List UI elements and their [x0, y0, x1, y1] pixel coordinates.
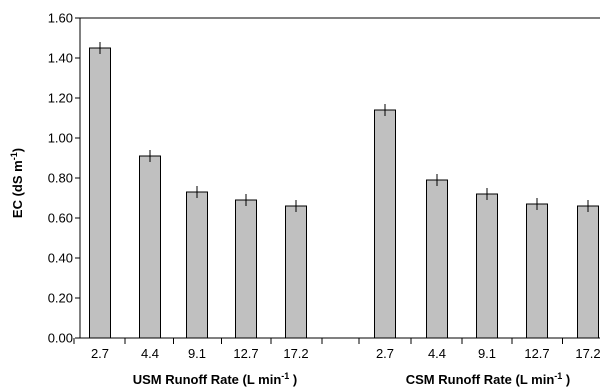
usm-bar — [139, 155, 161, 339]
csm-x-tick-label: 4.4 — [428, 346, 446, 361]
csm-x-tick-label: 17.2 — [575, 346, 600, 361]
usm-x-tick-label: 2.7 — [91, 346, 109, 361]
usm-x-tick-label: 4.4 — [141, 346, 159, 361]
y-tick-label: 0.60 — [48, 211, 73, 226]
usm-bar — [235, 199, 257, 339]
usm-bar — [285, 205, 307, 339]
usm-x-axis-title: USM Runoff Rate (L min-1 ) — [133, 371, 298, 387]
csm-x-axis-title-superscript: -1 — [554, 371, 562, 381]
y-tick-label: 0.20 — [48, 291, 73, 306]
usm-x-axis-title-main: USM Runoff Rate (L min — [133, 372, 282, 387]
usm-bar — [89, 47, 111, 339]
usm-bar — [186, 191, 208, 339]
usm-x-axis-title-superscript: -1 — [281, 371, 289, 381]
usm-x-tick-label: 12.7 — [233, 346, 258, 361]
y-tick-label: 1.00 — [48, 131, 73, 146]
bars-layer — [89, 42, 599, 339]
y-axis-title: EC (dS m-1) — [9, 148, 25, 218]
y-tick-label: 1.60 — [48, 11, 73, 26]
csm-bar — [426, 179, 448, 339]
csm-bar — [476, 193, 498, 339]
x-axis-tick-labels: 2.7 4.4 9.1 12.7 17.2 2.7 4.4 9.1 12.7 17.2 — [73, 338, 601, 361]
csm-x-axis-title-end: ) — [562, 372, 570, 387]
csm-bar — [577, 205, 599, 339]
y-tick-label: 0.80 — [48, 171, 73, 186]
csm-x-tick-label: 2.7 — [376, 346, 394, 361]
y-axis-ticks: 0.00 0.20 0.40 0.60 0.80 1.00 1.20 1.40 1.60 — [48, 11, 80, 346]
y-tick-label: 0.00 — [48, 331, 73, 346]
usm-x-axis-title-end: ) — [289, 372, 297, 387]
csm-x-tick-label: 9.1 — [478, 346, 496, 361]
csm-bar — [526, 203, 548, 339]
csm-x-axis-title-main: CSM Runoff Rate (L min — [406, 372, 555, 387]
y-tick-label: 1.20 — [48, 91, 73, 106]
y-tick-label: 0.40 — [48, 251, 73, 266]
y-axis-title-superscript: -1 — [9, 152, 19, 160]
usm-x-tick-label: 17.2 — [283, 346, 308, 361]
usm-x-tick-label: 9.1 — [188, 346, 206, 361]
y-axis-title-end: ) — [10, 148, 25, 152]
y-axis-title-main: EC (dS m — [10, 160, 25, 218]
csm-bar — [374, 109, 396, 339]
csm-x-tick-label: 12.7 — [524, 346, 549, 361]
y-tick-label: 1.40 — [48, 51, 73, 66]
csm-x-axis-title: CSM Runoff Rate (L min-1 ) — [406, 371, 571, 387]
